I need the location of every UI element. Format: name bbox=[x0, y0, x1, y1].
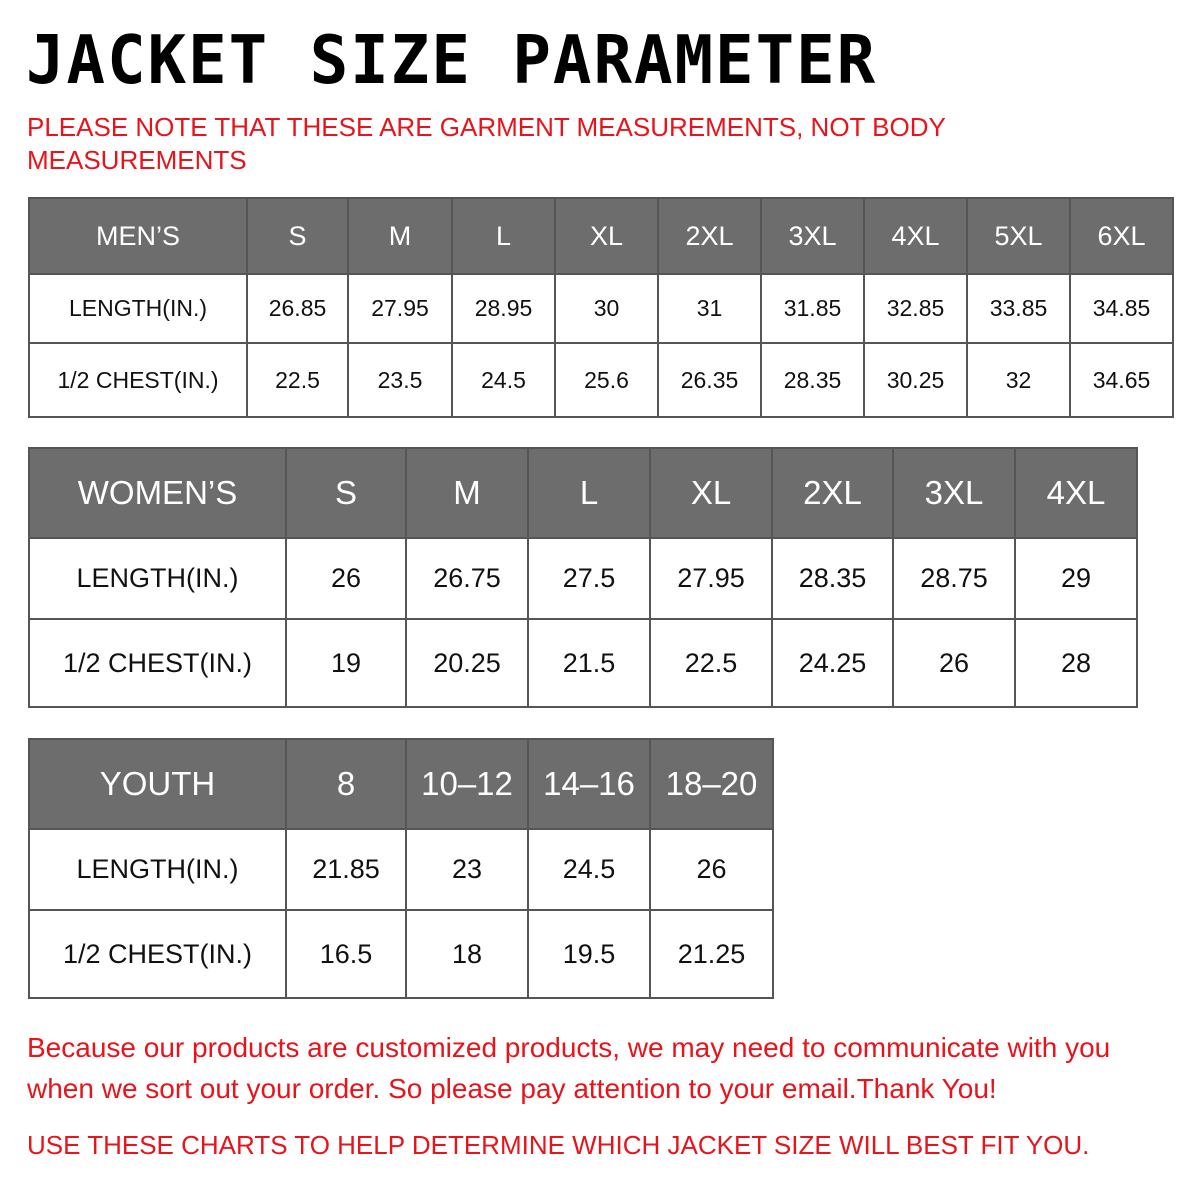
measurement-cell: 24.5 bbox=[451, 342, 556, 418]
measurement-cell: 30.25 bbox=[863, 342, 968, 418]
size-header: S bbox=[246, 197, 349, 275]
measurement-cell: 22.5 bbox=[649, 618, 773, 708]
measurement-cell: 20.25 bbox=[405, 618, 529, 708]
row-label: 1/2 CHEST(IN.) bbox=[28, 342, 248, 418]
measurement-cell: 31.85 bbox=[760, 273, 865, 344]
size-header: 2XL bbox=[657, 197, 762, 275]
size-header: 10–12 bbox=[405, 738, 529, 830]
measurement-cell: 22.5 bbox=[246, 342, 349, 418]
measurement-cell: 28.35 bbox=[760, 342, 865, 418]
table-row: LENGTH(IN.) 21.85 23 24.5 26 bbox=[28, 828, 774, 911]
measurement-cell: 26 bbox=[649, 828, 774, 911]
measurement-cell: 27.95 bbox=[649, 537, 773, 620]
size-advice: USE THESE CHARTS TO HELP DETERMINE WHICH… bbox=[27, 1130, 1090, 1160]
measurement-cell: 23.5 bbox=[347, 342, 453, 418]
page-title: JACKET SIZE PARAMETER bbox=[26, 22, 878, 100]
measurement-cell: 32.85 bbox=[863, 273, 968, 344]
size-header: XL bbox=[649, 447, 773, 539]
measurement-cell: 21.85 bbox=[285, 828, 407, 911]
size-header: M bbox=[405, 447, 529, 539]
measurement-cell: 19.5 bbox=[527, 909, 651, 999]
row-label: 1/2 CHEST(IN.) bbox=[28, 909, 287, 999]
row-label: LENGTH(IN.) bbox=[28, 828, 287, 911]
table-category: YOUTH bbox=[28, 738, 287, 830]
measurement-cell: 28.95 bbox=[451, 273, 556, 344]
measurement-cell: 24.5 bbox=[527, 828, 651, 911]
measurement-cell: 26.85 bbox=[246, 273, 349, 344]
measurement-cell: 18 bbox=[405, 909, 529, 999]
size-header: 2XL bbox=[771, 447, 894, 539]
size-header: 14–16 bbox=[527, 738, 651, 830]
measurement-cell: 34.85 bbox=[1069, 273, 1174, 344]
measurement-cell: 28.35 bbox=[771, 537, 894, 620]
size-header: M bbox=[347, 197, 453, 275]
measurement-cell: 34.65 bbox=[1069, 342, 1174, 418]
mens-size-table: MEN’S S M L XL 2XL 3XL 4XL 5XL 6XL LENGTH(IN.) 26.8… bbox=[28, 197, 1174, 418]
measurement-cell: 16.5 bbox=[285, 909, 407, 999]
measurement-cell: 29 bbox=[1014, 537, 1138, 620]
measurement-cell: 30 bbox=[554, 273, 659, 344]
measurement-cell: 23 bbox=[405, 828, 529, 911]
size-header: 6XL bbox=[1069, 197, 1174, 275]
measurement-cell: 19 bbox=[285, 618, 407, 708]
header-row: WOMEN’S S M L XL 2XL 3XL 4XL bbox=[28, 447, 1138, 539]
size-header: 4XL bbox=[1014, 447, 1138, 539]
measurement-cell: 26 bbox=[285, 537, 407, 620]
size-header: 3XL bbox=[892, 447, 1016, 539]
size-header: S bbox=[285, 447, 407, 539]
size-header: 5XL bbox=[966, 197, 1071, 275]
measurement-cell: 24.25 bbox=[771, 618, 894, 708]
table-row: LENGTH(IN.) 26.85 27.95 28.95 30 31 31.85 32.85… bbox=[28, 273, 1174, 344]
measurement-cell: 28.75 bbox=[892, 537, 1016, 620]
size-header: L bbox=[451, 197, 556, 275]
table-row: 1/2 CHEST(IN.) 22.5 23.5 24.5 25.6 26.35 28.35… bbox=[28, 342, 1174, 418]
header-row: YOUTH 8 10–12 14–16 18–20 bbox=[28, 738, 774, 830]
customization-notice: Because our products are customized prod… bbox=[27, 1032, 1111, 1104]
table-category: WOMEN’S bbox=[28, 447, 287, 539]
row-label: LENGTH(IN.) bbox=[28, 273, 248, 344]
measurement-cell: 26.35 bbox=[657, 342, 762, 418]
header-row: MEN’S S M L XL 2XL 3XL 4XL 5XL 6XL bbox=[28, 197, 1174, 275]
table-row: 1/2 CHEST(IN.) 19 20.25 21.5 22.5 24.25 26 28 bbox=[28, 618, 1138, 708]
size-header: 3XL bbox=[760, 197, 865, 275]
row-label: LENGTH(IN.) bbox=[28, 537, 287, 620]
measurement-cell: 25.6 bbox=[554, 342, 659, 418]
measurement-cell: 21.5 bbox=[527, 618, 651, 708]
table-category: MEN’S bbox=[28, 197, 248, 275]
size-header: 4XL bbox=[863, 197, 968, 275]
size-header: L bbox=[527, 447, 651, 539]
size-header: 18–20 bbox=[649, 738, 774, 830]
size-header: 8 bbox=[285, 738, 407, 830]
table-row: 1/2 CHEST(IN.) 16.5 18 19.5 21.25 bbox=[28, 909, 774, 999]
measurement-cell: 27.5 bbox=[527, 537, 651, 620]
measurement-cell: 26.75 bbox=[405, 537, 529, 620]
measurement-cell: 26 bbox=[892, 618, 1016, 708]
row-label: 1/2 CHEST(IN.) bbox=[28, 618, 287, 708]
measurement-cell: 28 bbox=[1014, 618, 1138, 708]
womens-size-table: WOMEN’S S M L XL 2XL 3XL 4XL LENGTH(IN.) 26 26.75 2… bbox=[28, 447, 1138, 708]
measurement-note: PLEASE NOTE THAT THESE ARE GARMENT MEASU… bbox=[27, 112, 946, 175]
table-row: LENGTH(IN.) 26 26.75 27.5 27.95 28.35 28.75 29 bbox=[28, 537, 1138, 620]
measurement-cell: 31 bbox=[657, 273, 762, 344]
youth-size-table: YOUTH 8 10–12 14–16 18–20 LENGTH(IN.) 21.85 23 2… bbox=[28, 738, 774, 999]
measurement-cell: 27.95 bbox=[347, 273, 453, 344]
measurement-cell: 33.85 bbox=[966, 273, 1071, 344]
measurement-cell: 21.25 bbox=[649, 909, 774, 999]
measurement-cell: 32 bbox=[966, 342, 1071, 418]
size-header: XL bbox=[554, 197, 659, 275]
